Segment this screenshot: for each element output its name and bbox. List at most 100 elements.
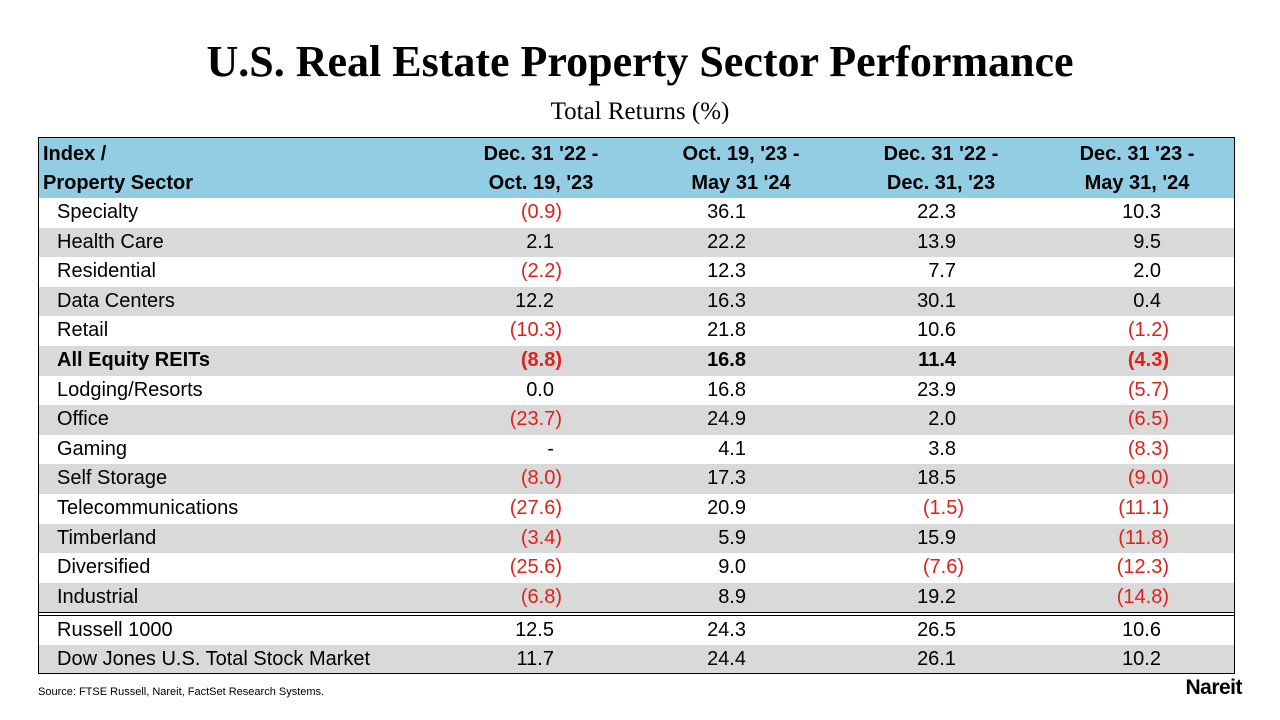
column-header-line: Dec. 31 '22 - <box>883 143 999 165</box>
value-cell: 0.4 <box>1133 289 1161 312</box>
column-header-line: Property Sector <box>43 172 194 194</box>
table-row: Dow Jones U.S. Total Stock Market 11.7 24.… <box>39 644 1234 673</box>
value-cell: (8.8) <box>520 348 562 371</box>
value-cell: 3.8 <box>928 437 956 460</box>
row-label: Data Centers <box>57 289 175 312</box>
table-row: Health Care 2.1 22.2 13.9 9.5 <box>39 227 1234 258</box>
row-label: Gaming <box>57 437 128 460</box>
column-header-line: Dec. 31, '23 <box>886 172 996 194</box>
column-header-line: May 31 '24 <box>691 172 791 194</box>
row-label: Telecommunications <box>57 496 239 519</box>
value-cell: 2.0 <box>928 408 956 431</box>
value-cell: 11.4 <box>918 348 956 371</box>
row-label: Retail <box>57 319 109 342</box>
value-cell: 21.8 <box>707 319 746 342</box>
row-label: Dow Jones U.S. Total Stock Market <box>57 647 371 670</box>
value-cell: 11.7 <box>516 647 554 670</box>
value-cell: (6.8) <box>520 585 562 608</box>
column-header-line: May 31, '24 <box>1084 172 1190 194</box>
value-cell: - <box>547 437 554 460</box>
value-cell: 9.0 <box>718 556 746 579</box>
value-cell: 10.3 <box>1122 201 1161 223</box>
value-cell: (2.2) <box>520 260 562 283</box>
row-label: Health Care <box>57 230 164 253</box>
value-cell: (14.8) <box>1116 585 1169 608</box>
value-cell: (6.5) <box>1127 408 1169 431</box>
value-cell: 12.2 <box>515 289 554 312</box>
table-row: Telecommunications (27.6) 20.9 (1.5) (11.1) <box>39 494 1234 524</box>
value-cell: 17.3 <box>707 467 746 490</box>
row-label: Timberland <box>57 526 157 549</box>
value-cell: 16.8 <box>707 348 746 371</box>
column-header: Dec. 31 '22 - Oct. 19, '23 <box>441 138 641 198</box>
value-cell: (27.6) <box>509 496 562 519</box>
value-cell: 9.5 <box>1133 230 1161 253</box>
value-cell: (3.4) <box>520 526 562 549</box>
value-cell: 12.5 <box>515 619 554 642</box>
value-cell: 22.3 <box>917 201 956 223</box>
column-header: Oct. 19, '23 - May 31 '24 <box>641 138 841 198</box>
value-cell: 26.5 <box>917 619 956 642</box>
value-cell: 0.0 <box>526 378 554 401</box>
table-row: Diversified (25.6) 9.0 (7.6) (12.3) <box>39 553 1234 583</box>
column-header-line: Oct. 19, '23 - <box>682 143 800 165</box>
value-cell: 26.1 <box>917 647 956 670</box>
value-cell: 12.3 <box>707 260 746 283</box>
column-header-line: Dec. 31 '23 - <box>1079 143 1195 165</box>
double-rule <box>39 612 1234 617</box>
row-label: All Equity REITs <box>57 348 210 371</box>
table-row: Industrial (6.8) 8.9 19.2 (14.8) <box>39 582 1234 613</box>
table-row: Residential (2.2) 12.3 7.7 2.0 <box>39 257 1234 287</box>
value-cell: 20.9 <box>707 496 746 519</box>
row-label: Residential <box>57 260 156 283</box>
value-cell: (0.9) <box>520 201 562 223</box>
value-cell: 10.6 <box>917 319 956 342</box>
value-cell: (7.6) <box>922 556 964 579</box>
value-cell: (9.0) <box>1127 467 1169 490</box>
value-cell: 7.7 <box>928 260 956 283</box>
table-row: Timberland (3.4) 5.9 15.9 (11.8) <box>39 523 1234 554</box>
source-note: Source: FTSE Russell, Nareit, FactSet Re… <box>38 686 325 698</box>
table-row: Specialty (0.9) 36.1 22.3 10.3 <box>39 198 1234 228</box>
table-row: Office (23.7) 24.9 2.0 (6.5) <box>39 405 1234 435</box>
column-header-line: Oct. 19, '23 <box>488 172 594 194</box>
table-row: All Equity REITs (8.8) 16.8 11.4 (4.3) <box>39 345 1234 376</box>
row-label: Lodging/Resorts <box>57 378 203 401</box>
value-cell: 2.0 <box>1133 260 1161 283</box>
value-cell: (11.8) <box>1118 526 1169 549</box>
value-cell: 24.4 <box>707 647 746 670</box>
row-label: Russell 1000 <box>57 619 173 642</box>
value-cell: 22.2 <box>707 230 746 253</box>
value-cell: (25.6) <box>509 556 562 579</box>
value-cell: 10.6 <box>1122 619 1161 642</box>
value-cell: (1.2) <box>1127 319 1169 342</box>
value-cell: 8.9 <box>718 585 746 608</box>
value-cell: 4.1 <box>718 437 746 460</box>
table-row: Self Storage (8.0) 17.3 18.5 (9.0) <box>39 464 1234 494</box>
table-row: Russell 1000 12.5 24.3 26.5 10.6 <box>39 616 1234 644</box>
value-cell: 24.3 <box>707 619 746 642</box>
logo: Nareit <box>1185 676 1242 699</box>
column-header: Dec. 31 '22 - Dec. 31, '23 <box>841 138 1041 198</box>
value-cell: 15.9 <box>917 526 956 549</box>
row-label: Diversified <box>57 556 151 579</box>
value-cell: 23.9 <box>917 378 956 401</box>
value-cell: (4.3) <box>1127 348 1169 371</box>
row-label: Industrial <box>57 585 139 608</box>
header-row: Index / Property Sector Dec. 31 '22 - Oct. … <box>39 138 1234 198</box>
table-row: Data Centers 12.2 16.3 30.1 0.4 <box>39 286 1234 317</box>
title: U.S. Real Estate Property Sector Perform… <box>206 37 1074 86</box>
value-cell: 16.8 <box>707 378 746 401</box>
value-cell: (5.7) <box>1127 378 1169 401</box>
table-row: Lodging/Resorts 0.0 16.8 23.9 (5.7) <box>39 376 1234 406</box>
value-cell: 5.9 <box>718 526 746 549</box>
row-label: Specialty <box>57 201 139 223</box>
column-header-line: Index / <box>43 143 107 165</box>
value-cell: (1.5) <box>922 496 964 519</box>
value-cell: 19.2 <box>917 585 956 608</box>
value-cell: 18.5 <box>917 467 956 490</box>
value-cell: (8.0) <box>520 467 562 490</box>
value-cell: (12.3) <box>1116 556 1169 579</box>
value-cell: 16.3 <box>707 289 746 312</box>
